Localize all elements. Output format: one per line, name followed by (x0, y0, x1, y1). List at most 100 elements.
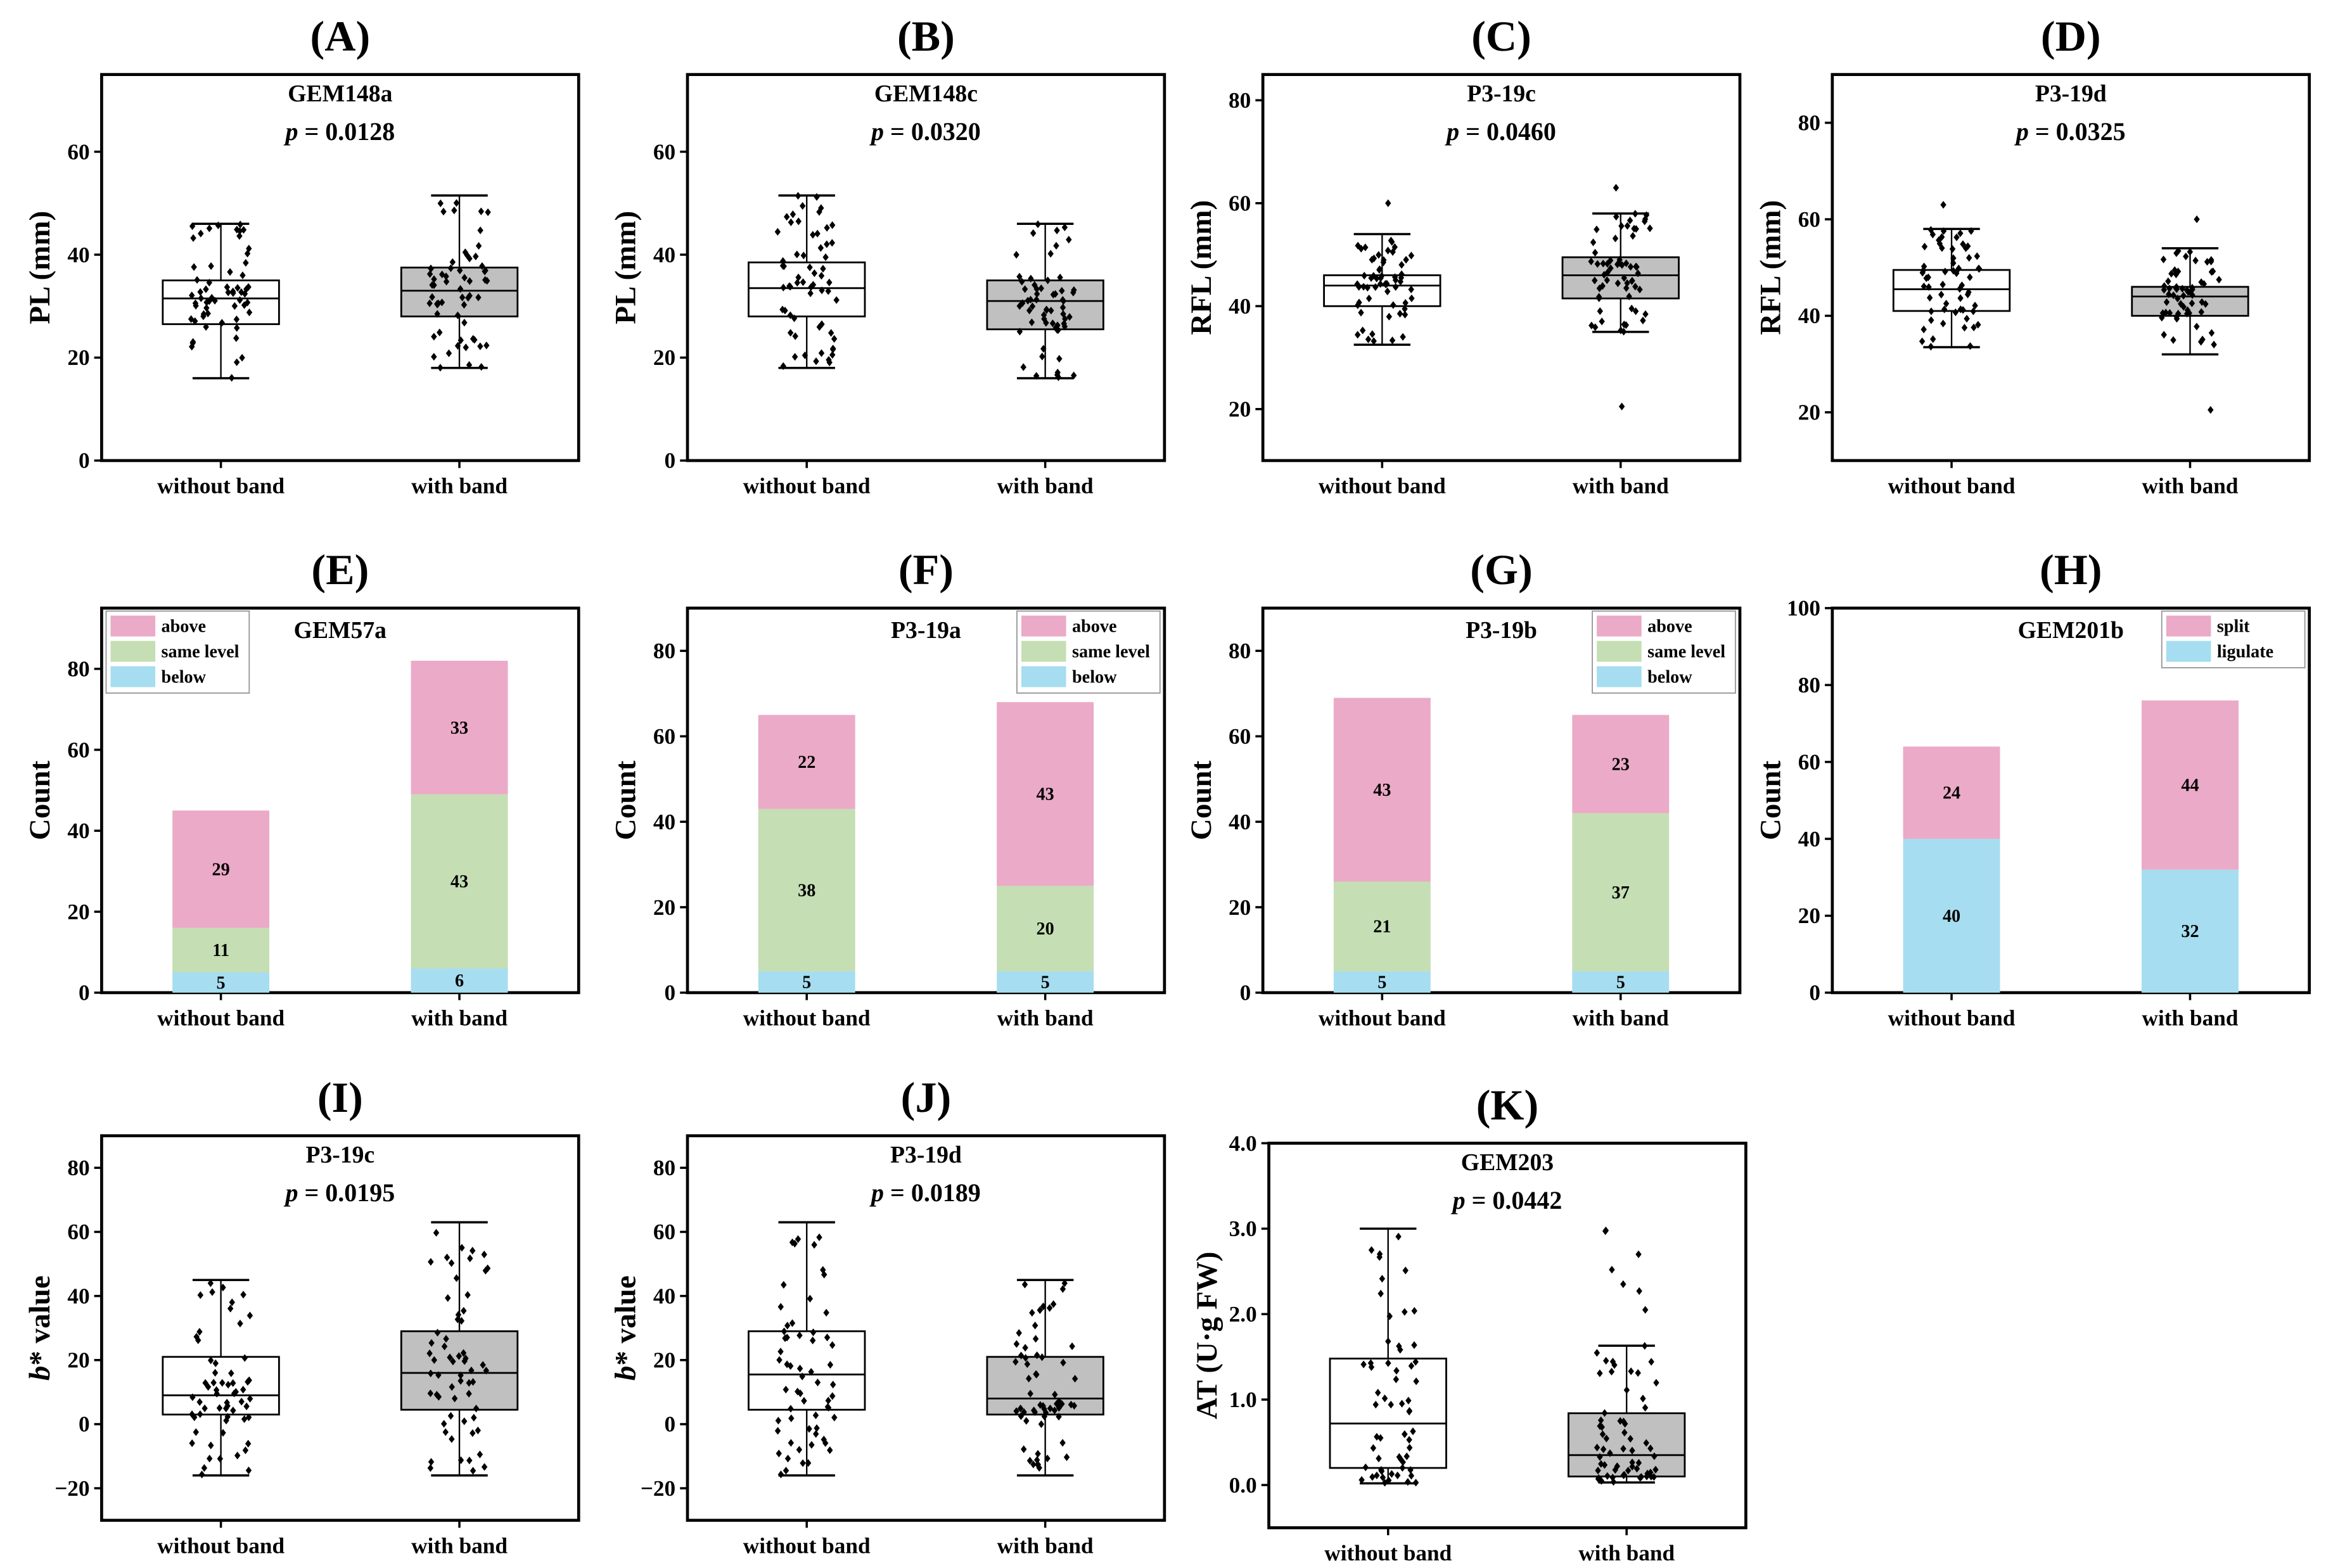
data-point (1033, 290, 1040, 298)
data-point (794, 279, 801, 287)
y-tick-label: 20 (653, 345, 675, 370)
data-point (209, 1288, 215, 1296)
y-axis-label: AT (U·g FW) (1191, 1252, 1224, 1420)
data-point (459, 1244, 465, 1252)
data-point (454, 1315, 461, 1323)
data-point (456, 1352, 463, 1360)
box-iqr (1329, 1357, 1447, 1469)
data-point (475, 293, 482, 302)
data-point (1950, 259, 1957, 267)
data-point (2211, 340, 2217, 349)
data-point (206, 279, 213, 287)
data-point (230, 289, 236, 297)
data-point (242, 1446, 249, 1455)
data-point (1354, 280, 1360, 288)
panel-i: (I) −20 0 20 40 60 80 b* value without band with … (23, 1073, 580, 1558)
x-tick-label: without band (1319, 474, 1446, 499)
data-point (246, 1394, 253, 1403)
y-tick-label: 20 (1229, 397, 1251, 421)
data-point (245, 1413, 252, 1422)
legend-swatch (110, 666, 156, 687)
data-point (449, 258, 456, 266)
data-point (2192, 257, 2199, 265)
data-point (800, 252, 807, 260)
data-point (189, 222, 196, 231)
outlier-point (1618, 402, 1625, 411)
data-point (1021, 1445, 1027, 1453)
legend-swatch (1597, 666, 1642, 687)
data-point (1376, 251, 1382, 259)
data-point (829, 239, 835, 247)
data-point (2194, 322, 2200, 331)
data-point (460, 1349, 467, 1357)
data-point (1066, 236, 1072, 244)
data-point (1022, 1354, 1029, 1362)
data-point (437, 364, 444, 372)
y-axis-label: RFL (mm) (1185, 200, 1218, 335)
data-point (431, 281, 437, 290)
data-point (212, 1368, 219, 1377)
x-tick-label: without band (157, 474, 284, 499)
legend-swatch (2166, 615, 2211, 637)
data-point (450, 1357, 456, 1366)
x-tick-label: without band (1888, 1006, 2016, 1031)
y-axis-label: Count (1754, 760, 1787, 840)
data-point (779, 305, 786, 314)
data-point (225, 1380, 231, 1389)
data-point (781, 1280, 787, 1289)
p-value-label: p = 0.0325 (2014, 117, 2126, 146)
data-point (831, 335, 838, 343)
bar-segment-below (172, 972, 270, 993)
data-point (442, 1428, 449, 1436)
data-point (459, 293, 466, 302)
data-point (236, 296, 243, 304)
legend-label: same level (162, 642, 240, 662)
data-point (1920, 282, 1927, 291)
data-point (1054, 321, 1061, 329)
y-tick-label: 40 (1229, 810, 1251, 834)
data-point (1617, 1417, 1623, 1425)
data-point (233, 1387, 239, 1396)
data-point (816, 1233, 822, 1242)
y-tick-label: 20 (1798, 400, 1820, 425)
data-point (1030, 1460, 1037, 1469)
data-point (454, 311, 461, 319)
legend-label: below (1647, 668, 1692, 687)
data-point (788, 218, 795, 226)
data-point (1056, 1413, 1062, 1421)
data-point (1392, 283, 1399, 291)
data-point (431, 1356, 438, 1364)
data-point (224, 1413, 231, 1421)
data-point (1408, 252, 1415, 260)
data-point (777, 1303, 784, 1311)
legend-label: same level (1647, 642, 1725, 662)
data-point (428, 1458, 435, 1466)
data-point (1389, 336, 1396, 345)
data-point (443, 277, 450, 286)
data-point (440, 207, 447, 216)
data-point (829, 1380, 836, 1389)
chart-title: GEM57a (294, 617, 387, 644)
y-axis-label-text: Count (610, 760, 642, 840)
y-axis-label-text: Count (1185, 760, 1218, 840)
data-point (1635, 1458, 1642, 1467)
data-point (1022, 1344, 1028, 1352)
x-tick-label: with band (1578, 1541, 1675, 1565)
y-tick-label: 0 (665, 981, 676, 1005)
data-point (1059, 1285, 1066, 1293)
data-point (230, 1406, 236, 1415)
data-point (1359, 326, 1366, 335)
panel-label: (A) (310, 12, 370, 60)
data-point (791, 1239, 798, 1248)
bar-value-label: 24 (1943, 784, 1960, 803)
data-point (1930, 335, 1936, 343)
data-point (428, 1258, 434, 1266)
data-point (2189, 299, 2195, 307)
data-point (1047, 1405, 1054, 1413)
data-point (1396, 310, 1403, 318)
bar-value-label: 5 (1377, 972, 1386, 992)
data-point (1919, 337, 1926, 345)
data-point (1071, 1401, 1078, 1410)
data-point (808, 1441, 815, 1449)
data-point (2198, 278, 2204, 286)
